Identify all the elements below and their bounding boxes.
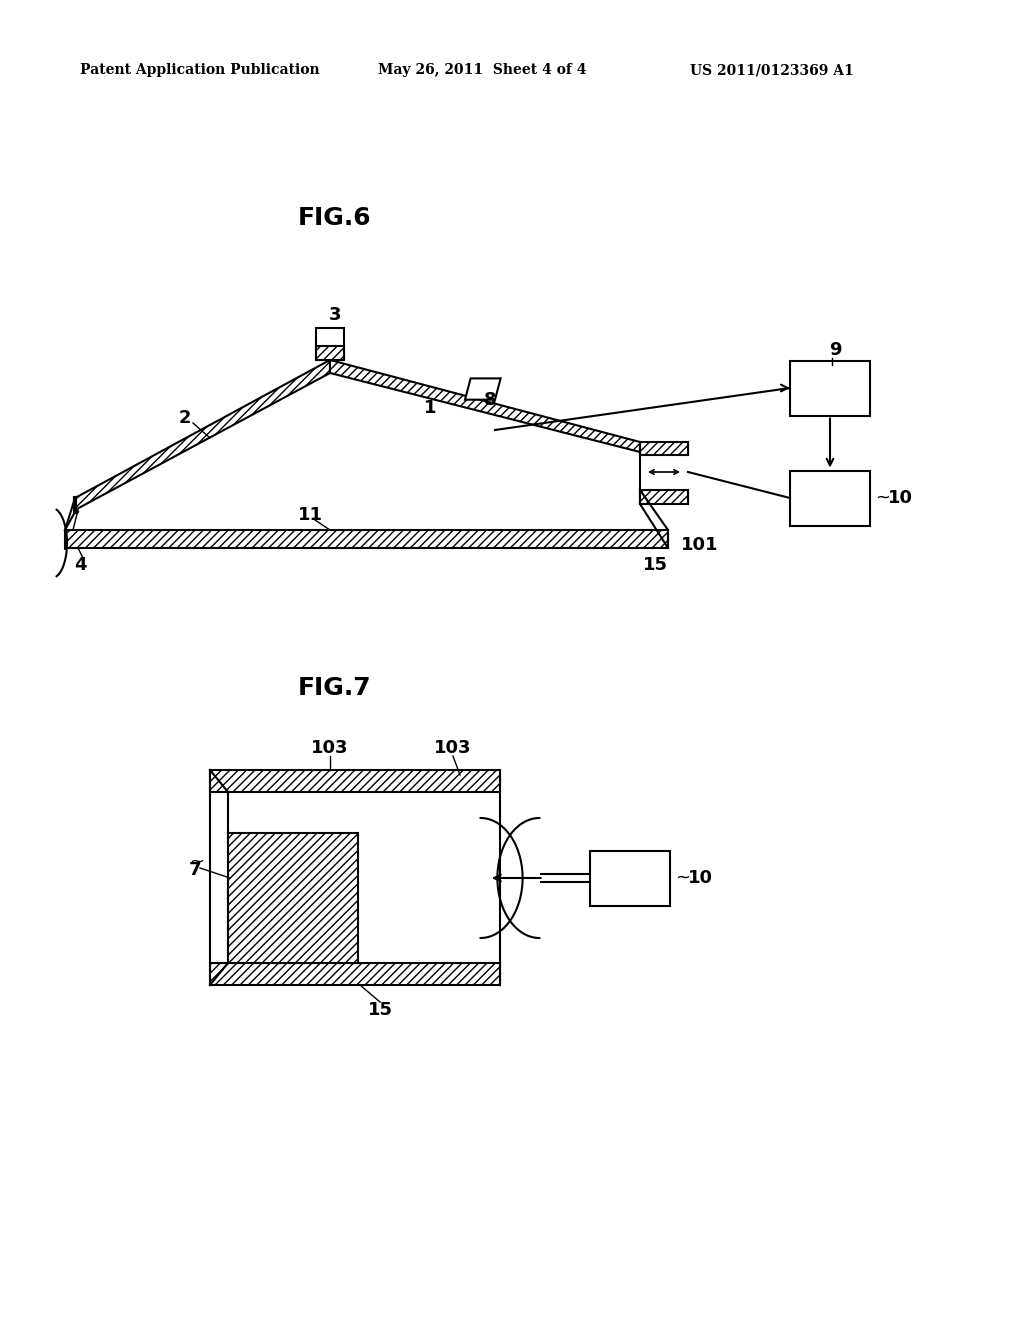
Bar: [316, 327, 344, 360]
Polygon shape: [210, 964, 500, 985]
Text: 7: 7: [188, 861, 202, 879]
Text: 11: 11: [298, 506, 323, 524]
Text: 10: 10: [688, 869, 713, 887]
Text: 8: 8: [483, 391, 497, 409]
Text: 101: 101: [681, 536, 719, 554]
Text: 4: 4: [74, 556, 86, 574]
Text: Patent Application Publication: Patent Application Publication: [80, 63, 319, 77]
Polygon shape: [330, 360, 640, 451]
Bar: [790, 360, 870, 416]
Text: 1: 1: [424, 399, 436, 417]
Bar: [790, 470, 870, 525]
Text: 15: 15: [368, 1001, 392, 1019]
Bar: [228, 833, 358, 964]
Text: 15: 15: [642, 556, 668, 574]
Polygon shape: [75, 360, 330, 510]
Text: 10: 10: [888, 488, 913, 507]
Text: 3: 3: [329, 306, 341, 323]
Text: 103: 103: [434, 739, 472, 756]
Polygon shape: [465, 379, 501, 400]
Text: ~: ~: [675, 869, 690, 887]
Text: May 26, 2011  Sheet 4 of 4: May 26, 2011 Sheet 4 of 4: [378, 63, 587, 77]
Polygon shape: [65, 531, 668, 548]
Text: ~: ~: [874, 488, 890, 507]
Text: 2: 2: [179, 409, 191, 426]
Text: ~: ~: [189, 853, 205, 871]
Text: US 2011/0123369 A1: US 2011/0123369 A1: [690, 63, 854, 77]
Bar: [590, 850, 670, 906]
Polygon shape: [640, 442, 688, 455]
Text: 103: 103: [311, 739, 349, 756]
Text: 9: 9: [828, 341, 842, 359]
Text: FIG.6: FIG.6: [298, 206, 372, 230]
Polygon shape: [210, 770, 500, 792]
Polygon shape: [640, 490, 688, 504]
Text: FIG.7: FIG.7: [298, 676, 372, 700]
Bar: [316, 346, 344, 360]
